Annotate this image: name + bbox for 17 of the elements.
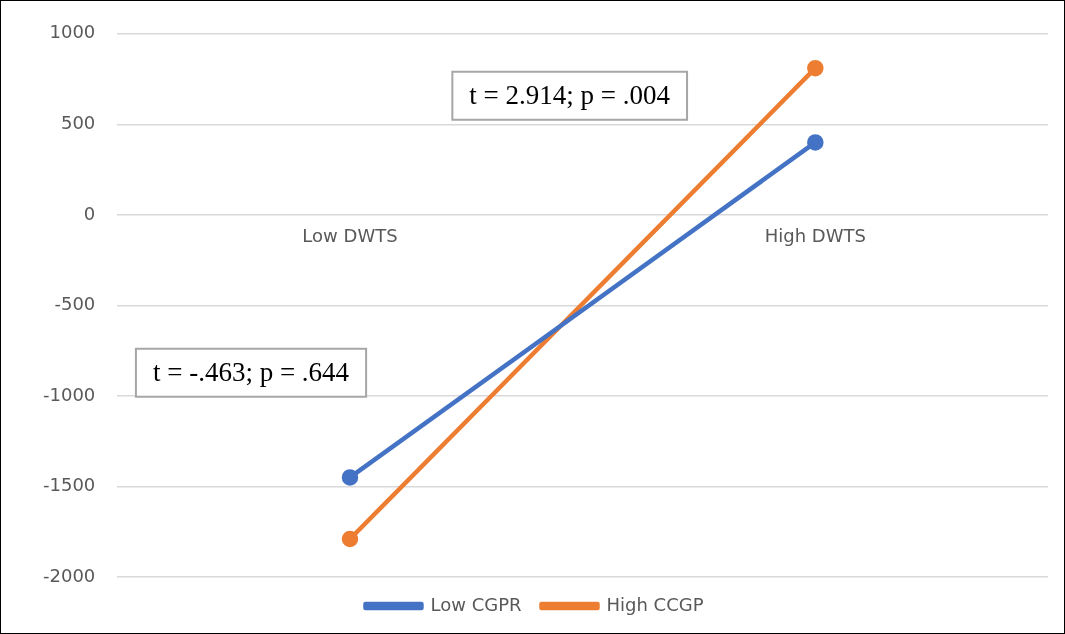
legend-label: High CCGP [606,593,704,615]
point [807,134,824,151]
y-tick-label: -1000 [42,383,96,405]
legend-label: Low CGPR [430,593,522,615]
point [341,469,359,486]
point [807,59,824,77]
y-tick-label: -2000 [42,564,96,586]
annotation: t = -.463; p = .644 [152,356,350,387]
point [341,530,359,548]
annotation: t = 2.914; p = .004 [469,79,671,110]
y-tick-label: -1500 [42,474,96,496]
x-tick-label: High DWTS [764,225,866,247]
x-tick-label: Low DWTS [302,225,398,247]
y-tick-label: 0 [83,202,96,224]
y-tick-label: -500 [54,293,96,315]
y-tick-label: 1000 [49,21,96,43]
y-tick-label: 500 [60,112,96,134]
